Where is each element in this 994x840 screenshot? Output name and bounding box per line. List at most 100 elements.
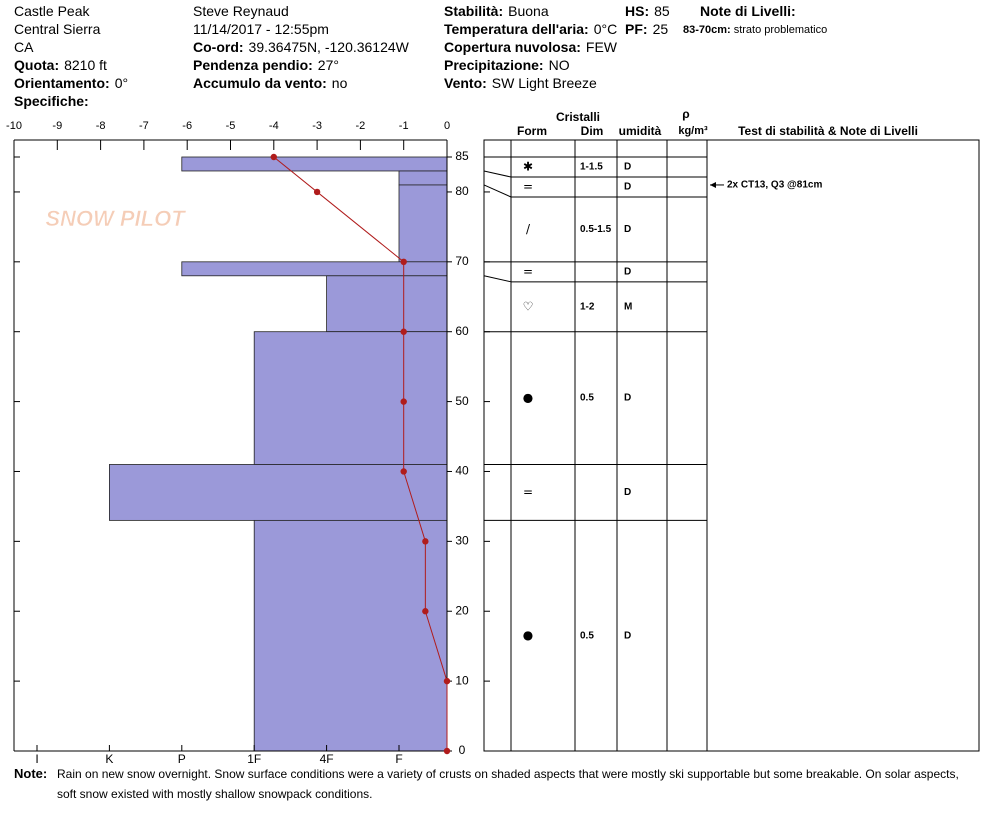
x-tick-label: -2: [356, 120, 366, 132]
test-arrowhead: [710, 181, 716, 188]
moisture: D: [624, 487, 631, 498]
header-value: strato problematico: [734, 24, 828, 36]
header-field: Temperatura dell'aria: 0°C: [444, 21, 617, 37]
connector: [483, 170, 512, 178]
hardness-bar: [326, 275, 448, 333]
header-value: 8210 ft: [64, 57, 107, 73]
header-label: 83-70cm:: [683, 24, 731, 36]
header-value: 0°: [115, 75, 128, 91]
header-label: HS:: [625, 3, 649, 19]
watermark: SNOW PILOT: [45, 206, 186, 231]
header-label: Pendenza pendio:: [193, 57, 313, 73]
header-value: SW Light Breeze: [492, 75, 597, 91]
header-label: Copertura nuvolosa:: [444, 39, 581, 55]
moisture: M: [624, 301, 632, 312]
x-tick-label: -10: [6, 120, 22, 132]
temperature-point: [400, 398, 407, 405]
header-field: Stabilità: Buona: [444, 3, 549, 19]
header-value: 0°C: [594, 21, 618, 37]
temperature-point: [270, 153, 277, 161]
header-value: no: [332, 75, 348, 91]
crystal-size: 0.5-1.5: [580, 224, 612, 235]
header-value: 85: [654, 3, 670, 19]
column-header: Form: [517, 124, 547, 138]
header-value: 27°: [318, 57, 339, 73]
temperature-point: [443, 747, 451, 755]
header-field: Copertura nuvolosa: FEW: [444, 39, 618, 55]
temperature-point: [400, 258, 407, 266]
header-field: Precipitazione: NO: [444, 57, 570, 73]
header-value: FEW: [586, 39, 618, 55]
column-header: Dim: [581, 124, 604, 138]
temperature-line: [273, 156, 448, 751]
header-field: Pendenza pendio: 27°: [193, 57, 339, 73]
header-label: Accumulo da vento:: [193, 75, 327, 91]
x-tick-label: -4: [269, 120, 279, 132]
header-field: Castle Peak: [14, 3, 90, 19]
temperature-point: [400, 328, 407, 335]
crystal-size: 0.5: [580, 393, 594, 404]
y-tick-label: 85: [455, 149, 469, 163]
crystal-form: =: [523, 180, 533, 194]
crystal-form: ✱: [523, 160, 533, 174]
header-field: Specifiche:: [14, 93, 89, 109]
crystal-form: =: [523, 485, 533, 499]
header-label: Specifiche:: [14, 93, 89, 109]
hardness-bar: [398, 170, 448, 186]
crystal-form: /: [526, 222, 531, 236]
temperature-point: [422, 538, 429, 545]
column-header: kg/m³: [678, 125, 708, 137]
crystal-form: ●: [523, 628, 533, 642]
hardness-bar: [181, 156, 448, 172]
hardness-tick-label: 4F: [320, 752, 334, 764]
header-field: Steve Reynaud: [193, 3, 289, 19]
temperature-point: [443, 677, 451, 685]
header-label: Temperatura dell'aria:: [444, 21, 589, 37]
header-field: Central Sierra: [14, 21, 101, 37]
snowpit-chart: Castle Peak Central Sierra CA Quota: 8210 ft…: [6, 3, 980, 764]
header-text: Central Sierra: [14, 21, 101, 37]
temperature-point: [313, 188, 321, 196]
header-label: Quota:: [14, 57, 59, 73]
x-tick-label: -1: [399, 120, 409, 132]
header-label: Vento:: [444, 75, 487, 91]
x-tick-label: -3: [312, 120, 322, 132]
temperature-point: [400, 468, 407, 475]
x-tick-label: -9: [52, 120, 62, 132]
y-tick-label: 70: [455, 254, 469, 268]
column-header: umidità: [619, 124, 662, 138]
crystal-size: 1-1.5: [580, 162, 603, 173]
temperature-point: [422, 608, 429, 615]
header-text: Steve Reynaud: [193, 3, 289, 19]
y-tick-label: 50: [455, 394, 469, 408]
header-field: 11/14/2017 - 12:55pm: [193, 21, 329, 37]
hardness-tick-label: P: [178, 752, 186, 764]
header-label: Co-ord:: [193, 39, 244, 55]
hardness-tick-label: I: [35, 752, 38, 764]
y-tick-label: 0: [459, 743, 466, 757]
header-field: Vento: SW Light Breeze: [444, 75, 597, 91]
header-field: CA: [14, 39, 34, 55]
moisture: D: [624, 224, 631, 235]
header-field: HS: 85: [625, 3, 670, 19]
hardness-bar: [181, 261, 448, 277]
header-label: Orientamento:: [14, 75, 110, 91]
header-field: Note di Livelli:: [700, 3, 796, 19]
moisture: D: [624, 162, 631, 173]
hardness-bar: [109, 464, 448, 521]
column-header: Cristalli: [556, 110, 600, 124]
connector: [483, 275, 512, 283]
header-text: 11/14/2017 - 12:55pm: [193, 21, 329, 37]
y-tick-label: 30: [455, 534, 469, 548]
column-header: Test di stabilità & Note di Livelli: [738, 124, 918, 138]
crystal-form: =: [523, 264, 533, 278]
x-tick-label: -7: [139, 120, 149, 132]
header-field: Orientamento: 0°: [14, 75, 128, 91]
note-label: Note:: [14, 766, 48, 781]
crystal-size: 0.5: [580, 630, 594, 641]
header-label: Precipitazione:: [444, 57, 544, 73]
connector: [483, 184, 512, 198]
header-field: Accumulo da vento: no: [193, 75, 348, 91]
x-tick-label: -8: [96, 120, 106, 132]
